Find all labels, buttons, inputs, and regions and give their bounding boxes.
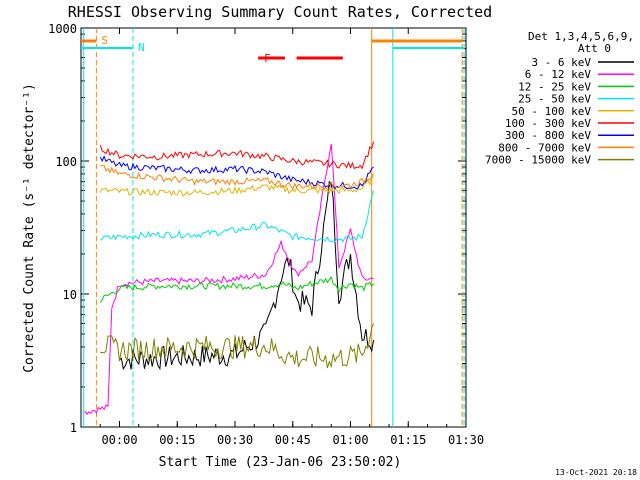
- legend-entry-label: 12 - 25 keV: [518, 80, 591, 93]
- x-tick-label: 00:15: [159, 433, 195, 447]
- legend-entry-label: 800 - 7000 keV: [498, 141, 591, 154]
- x-tick-label: 01:30: [448, 433, 484, 447]
- series-line-8: [100, 164, 375, 191]
- marker-label: N: [138, 41, 145, 54]
- x-tick-label: 00:30: [217, 433, 253, 447]
- series-line-6: [99, 141, 375, 170]
- x-tick-label: 00:45: [275, 433, 311, 447]
- series-lines: [84, 141, 375, 416]
- x-axis-ticks: 00:00 00:15 00:30 00:45 01:00 01:15 01:30: [99, 28, 484, 447]
- series-line-9: [100, 323, 375, 369]
- y-tick-label: 100: [55, 155, 77, 169]
- y-axis-ticks: 1 10 100 1000: [48, 22, 466, 435]
- x-tick-label: 00:00: [101, 433, 137, 447]
- legend-entry-label: 50 - 100 keV: [512, 105, 592, 118]
- legend-entry-label: 6 - 12 keV: [525, 68, 592, 81]
- legend-header-detectors: Det 1,3,4,5,6,9,: [528, 30, 634, 43]
- plot-area: 00:00 00:15 00:30 00:45 01:00 01:15 01:30 1101…: [48, 22, 484, 447]
- legend-entry-label: 7000 - 15000 keV: [485, 154, 591, 167]
- series-line-5: [99, 176, 374, 197]
- y-axis-label: Corrected Count Rate (s⁻¹ detector⁻¹): [22, 83, 37, 373]
- legend-entry-label: 100 - 300 keV: [505, 117, 591, 130]
- x-tick-label: 01:00: [332, 433, 368, 447]
- y-tick-label: 1: [70, 421, 77, 435]
- series-line-2: [84, 143, 374, 416]
- series-line-3: [99, 276, 375, 303]
- series-line-4: [100, 190, 375, 243]
- series-line-7: [99, 155, 374, 190]
- legend-entry-label: 300 - 800 keV: [505, 129, 591, 142]
- attenuator-markers: SNF: [81, 28, 465, 427]
- legend-entry-label: 3 - 6 keV: [531, 56, 591, 69]
- date-stamp: 13-Oct-2021 20:18: [555, 468, 637, 477]
- chart-title: RHESSI Observing Summary Count Rates, Co…: [68, 3, 492, 21]
- x-tick-label: 01:15: [390, 433, 426, 447]
- legend-header-attenuator: Att 0: [578, 42, 611, 55]
- x-axis-label: Start Time (23-Jan-06 23:50:02): [159, 455, 402, 470]
- marker-label: S: [101, 34, 108, 47]
- y-tick-label: 1000: [48, 22, 77, 36]
- y-tick-label: 10: [63, 288, 77, 302]
- legend-entry-label: 25 - 50 keV: [518, 93, 591, 106]
